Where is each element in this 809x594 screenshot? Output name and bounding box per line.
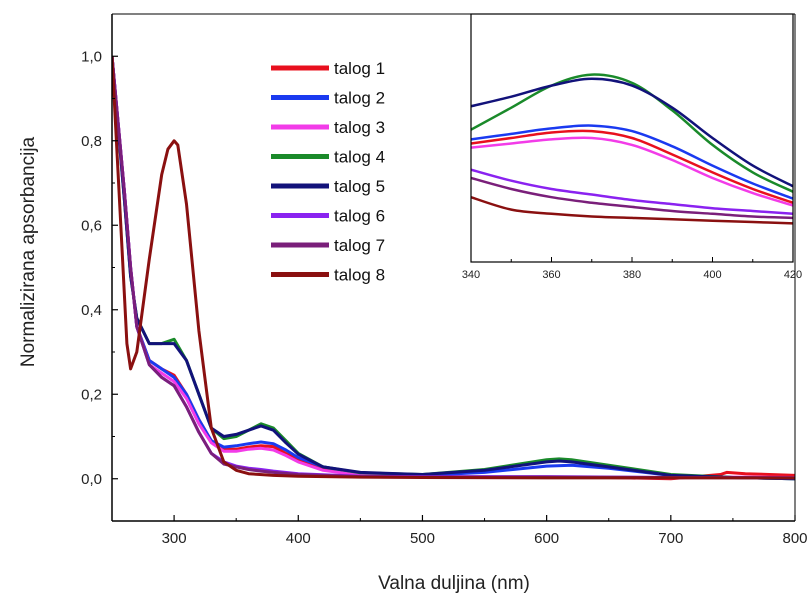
y-tick-label: 0,0 — [81, 471, 102, 488]
main-plot: 300 400 500 600 700 800 0,0 0,2 0,4 0,6 0,8 1,0 — [81, 13, 808, 547]
y-tick-label: 0,6 — [81, 217, 102, 234]
x-tick-label: 800 — [782, 530, 807, 547]
x-tick-label: 300 — [162, 530, 187, 547]
inset-x-tick-label: 360 — [542, 269, 560, 281]
inset-x-tick-label: 400 — [703, 269, 721, 281]
y-tick-label: 0,2 — [81, 386, 102, 403]
series-line-talog-5 — [112, 56, 795, 481]
legend-label-talog-3: talog 3 — [334, 118, 385, 137]
inset-series-line-talog-7 — [471, 176, 793, 220]
inset-series-line-talog-4 — [471, 73, 793, 193]
legend-label-talog-2: talog 2 — [334, 89, 385, 108]
legend-label-talog-4: talog 4 — [334, 148, 385, 167]
inset-plot: 340 360 380 400 420 — [462, 13, 802, 281]
x-tick-label: 600 — [534, 530, 559, 547]
y-axis-title: Normalizirana apsorbancija — [18, 136, 39, 367]
x-tick-label: 500 — [410, 530, 435, 547]
legend-label-talog-5: talog 5 — [334, 177, 385, 196]
inset-series-line-talog-6 — [471, 168, 793, 216]
y-tick-label: 0,8 — [81, 133, 102, 150]
series-line-talog-2 — [112, 56, 795, 481]
x-tick-label: 400 — [286, 530, 311, 547]
y-tick-label: 1,0 — [81, 48, 102, 65]
legend-label-talog-8: talog 8 — [334, 266, 385, 285]
legend-label-talog-7: talog 7 — [334, 236, 385, 255]
inset-x-tick-label: 340 — [462, 269, 480, 281]
inset-x-tick-label: 380 — [623, 269, 641, 281]
legend: talog 1 talog 2 talog 3 talog 4 talog 5 talog… — [271, 59, 385, 285]
inset-series-line-talog-1 — [471, 129, 793, 204]
x-axis-title: Valna duljina (nm) — [378, 573, 530, 594]
inset-x-tick-label: 420 — [784, 269, 802, 281]
inset-series-line-talog-3 — [471, 136, 793, 207]
x-tick-label: 700 — [658, 530, 683, 547]
inset-series-line-talog-5 — [471, 77, 793, 188]
y-tick-label: 0,4 — [81, 302, 102, 319]
legend-label-talog-6: talog 6 — [334, 207, 385, 226]
inset-series-line-talog-8 — [471, 196, 793, 225]
legend-label-talog-1: talog 1 — [334, 59, 385, 78]
inset-series-line-talog-2 — [471, 124, 793, 200]
series-line-talog-8 — [112, 56, 795, 480]
